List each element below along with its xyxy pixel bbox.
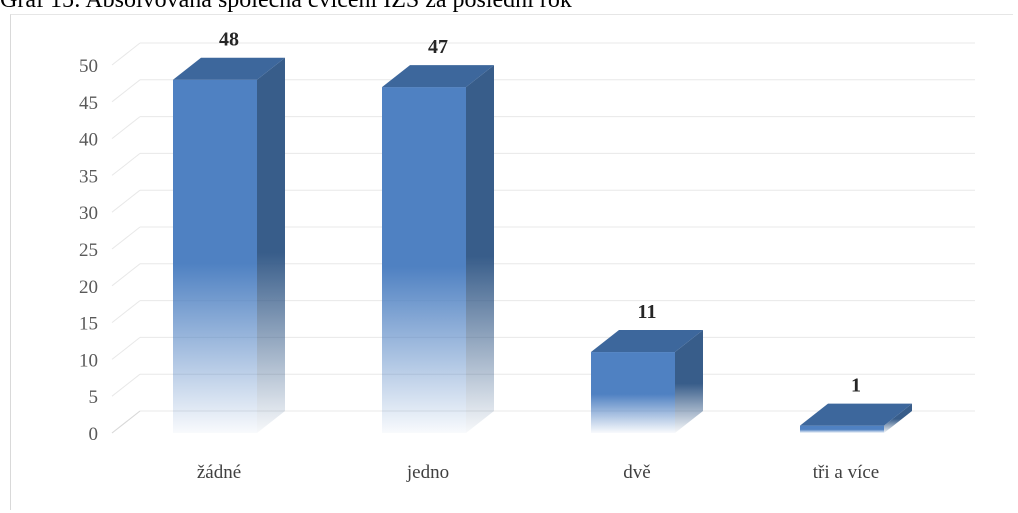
y-tick-label: 45 xyxy=(79,93,98,114)
bar-side xyxy=(257,57,285,433)
bar-side xyxy=(675,330,703,433)
data-label: 47 xyxy=(428,36,448,58)
gridline-depth xyxy=(111,189,141,213)
chart-title: Graf 15: Absolvovaná společná cvičení IZ… xyxy=(0,0,572,13)
bar-top xyxy=(173,57,285,80)
y-tick-label: 30 xyxy=(79,203,98,224)
data-label: 1 xyxy=(851,375,861,397)
bar-front xyxy=(800,425,884,433)
bar-top xyxy=(800,403,912,426)
gridline-depth xyxy=(111,116,141,139)
bar-side xyxy=(466,65,494,433)
y-tick-label: 10 xyxy=(79,350,98,371)
bar-front xyxy=(591,352,675,433)
bars xyxy=(173,57,912,433)
bar-top xyxy=(591,330,703,353)
data-label: 48 xyxy=(219,29,239,51)
category-label: jedno xyxy=(406,462,449,483)
y-tick-label: 20 xyxy=(79,277,98,298)
x-axis: žádné jedno dvě tři a více xyxy=(197,462,879,483)
gridline-depth xyxy=(111,42,141,66)
y-tick-label: 40 xyxy=(79,130,98,151)
gridline-depth xyxy=(111,373,141,397)
category-label: dvě xyxy=(623,462,650,483)
data-label: 11 xyxy=(638,301,657,323)
y-tick-label: 50 xyxy=(79,56,98,77)
gridline-depth xyxy=(111,300,141,323)
y-axis: 0 5 10 15 20 25 30 35 40 45 50 xyxy=(79,56,98,445)
chart-frame xyxy=(10,14,1013,510)
bar-side xyxy=(884,403,912,433)
gridline-depth xyxy=(111,226,141,250)
y-tick-label: 0 xyxy=(89,424,99,445)
floor-edge xyxy=(111,410,141,434)
y-tick-label: 15 xyxy=(79,314,98,335)
category-label: žádné xyxy=(197,462,241,483)
gridline-depth xyxy=(111,263,141,287)
bar-top xyxy=(382,65,494,88)
gridline-depth xyxy=(111,79,141,103)
y-tick-label: 5 xyxy=(89,387,99,408)
gridline-depth xyxy=(111,337,141,360)
bar-front xyxy=(173,79,257,433)
y-tick-label: 25 xyxy=(79,240,98,261)
category-label: tři a více xyxy=(813,462,879,483)
y-tick-label: 35 xyxy=(79,166,98,187)
bar-front xyxy=(382,87,466,433)
gridline-depth xyxy=(111,153,141,176)
